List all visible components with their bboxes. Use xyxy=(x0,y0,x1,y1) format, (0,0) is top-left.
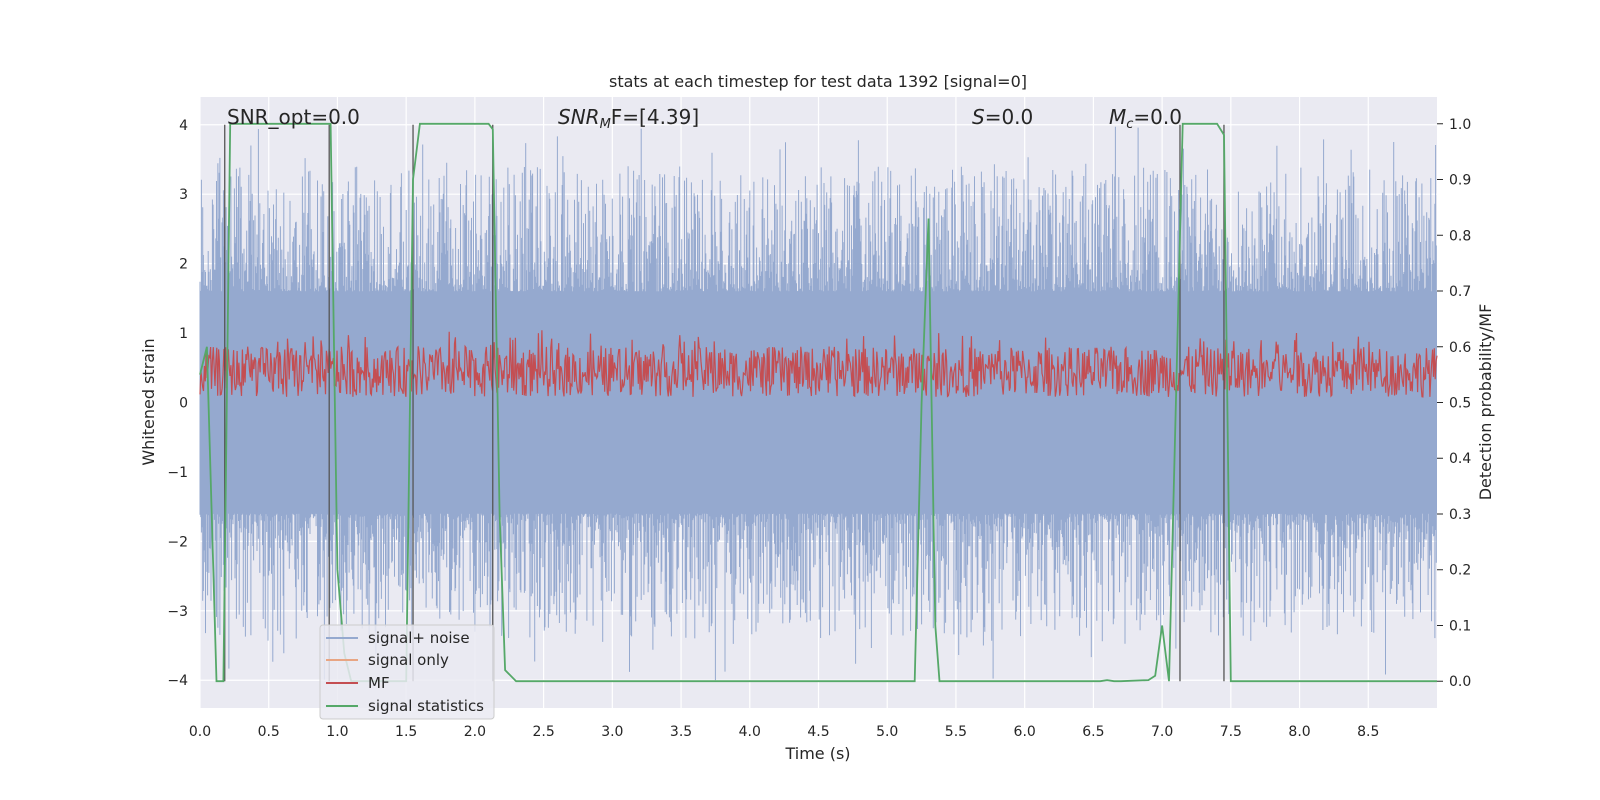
y-tick-label-right: 0.2 xyxy=(1449,563,1471,579)
annotation-s: S=0.0 xyxy=(972,105,1033,129)
x-tick-label: 5.0 xyxy=(876,724,898,740)
x-tick-label: 2.0 xyxy=(464,724,486,740)
y-tick-label-left: 0 xyxy=(179,396,188,412)
y-tick-label-left: −1 xyxy=(167,465,188,481)
x-tick-label: 0.5 xyxy=(258,724,280,740)
x-tick-label: 7.0 xyxy=(1151,724,1173,740)
x-tick-label: 7.5 xyxy=(1220,724,1242,740)
mf-series xyxy=(199,330,1438,398)
legend-label-signal-only: signal only xyxy=(368,651,449,669)
y-tick-label-right: 0.4 xyxy=(1449,451,1471,467)
y-tick-label-left: 1 xyxy=(179,326,188,342)
x-tick-label: 2.5 xyxy=(532,724,554,740)
y-tick-label-left: 4 xyxy=(179,118,188,134)
y-tick-label-left: −4 xyxy=(167,673,188,689)
annotation-mc: Mc=0.0 xyxy=(1109,105,1182,132)
x-tick-label: 8.5 xyxy=(1357,724,1379,740)
y-tick-label-left: −3 xyxy=(167,604,188,620)
legend-label-mf: MF xyxy=(368,674,390,692)
y-axis-label-left: Whitened strain xyxy=(139,338,158,465)
y-tick-label-right: 1.0 xyxy=(1449,117,1471,133)
mf-line xyxy=(199,330,1438,398)
y-tick-label-right: 0.8 xyxy=(1449,228,1471,244)
y-tick-label-right: 0.3 xyxy=(1449,507,1471,523)
annotation-snr-mf: SNRMF=[4.39] xyxy=(558,105,699,132)
y-tick-label-right: 0.5 xyxy=(1449,396,1471,412)
x-tick-label: 1.0 xyxy=(326,724,348,740)
x-tick-label: 6.0 xyxy=(1014,724,1036,740)
y-tick-label-left: −2 xyxy=(167,534,188,550)
legend-box xyxy=(319,624,495,720)
y-tick-label-right: 0.9 xyxy=(1449,173,1471,189)
y-tick-label-right: 0.0 xyxy=(1449,674,1471,690)
signal-statistics-series xyxy=(199,122,1437,683)
annotation-snr-opt: SNR_opt=0.0 xyxy=(227,105,360,129)
y-tick-label-left: 3 xyxy=(179,187,188,203)
x-tick-label: 0.0 xyxy=(189,724,211,740)
x-tick-label: 4.5 xyxy=(807,724,829,740)
ticks: 0.0 0.5 1.0 1.5 2.0 2.5 3.0 3.5 4.0 4.5 5.0 5.5 6.0 6… xyxy=(167,117,1471,740)
x-tick-label: 3.0 xyxy=(601,724,623,740)
x-tick-label: 5.5 xyxy=(945,724,967,740)
legend: signal+ noise signal only MF signal stat… xyxy=(319,624,495,720)
legend-label-signal-noise: signal+ noise xyxy=(368,629,470,647)
chart-title: stats at each timestep for test data 139… xyxy=(609,72,1027,91)
x-tick-label: 3.5 xyxy=(670,724,692,740)
y-tick-label-right: 0.6 xyxy=(1449,340,1471,356)
signal-noise-series xyxy=(199,126,1437,681)
x-tick-label: 1.5 xyxy=(395,724,417,740)
y-tick-label-right: 0.1 xyxy=(1449,618,1471,634)
legend-label-signal-statistics: signal statistics xyxy=(368,697,484,715)
y-tick-label-right: 0.7 xyxy=(1449,284,1471,300)
x-tick-label: 8.0 xyxy=(1288,724,1310,740)
signal-statistics-line xyxy=(199,122,1437,683)
y-tick-label-left: 2 xyxy=(179,257,188,273)
y-axis-label-right: Detection probability/MF xyxy=(1476,304,1495,501)
x-axis-label: Time (s) xyxy=(784,744,850,763)
x-tick-label: 4.0 xyxy=(739,724,761,740)
x-tick-label: 6.5 xyxy=(1082,724,1104,740)
